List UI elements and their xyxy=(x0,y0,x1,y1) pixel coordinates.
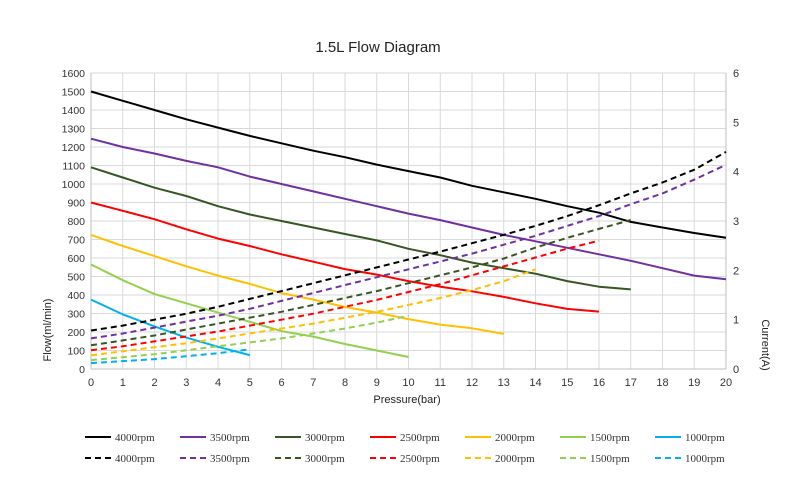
x-tick-label: 15 xyxy=(561,377,573,389)
y-left-tick-label: 500 xyxy=(67,272,85,284)
current-line-4000rpm xyxy=(90,151,727,332)
legend-label-current-2500rpm: 2500rpm xyxy=(400,453,440,465)
x-tick-label: 17 xyxy=(625,377,637,389)
y-left-tick-label: 400 xyxy=(67,290,85,302)
x-tick-label: 16 xyxy=(593,377,605,389)
y-right-tick-label: 2 xyxy=(733,265,739,277)
legend: 4000rpm 3500rpm 3000rpm 2500rpm 2000rpm 1500r… xyxy=(85,432,725,465)
y-right-tick-label: 5 xyxy=(733,117,739,129)
y-left-tick-label: 0 xyxy=(79,364,85,376)
flow-line-3500rpm xyxy=(90,137,727,281)
x-tick-label: 12 xyxy=(466,377,478,389)
axes: 0 1 2 3 4 5 6 7 8 9 10 11 12 13 14 15 16 17 18 19 2001002003… xyxy=(62,68,739,389)
flow-line-3000rpm xyxy=(90,166,631,291)
y-left-tick-label: 300 xyxy=(67,309,85,321)
y-left-tick-label: 200 xyxy=(67,327,85,339)
legend-label-flow-3000rpm: 3000rpm xyxy=(305,432,345,444)
legend-label-flow-2000rpm: 2000rpm xyxy=(495,432,535,444)
y-right-tick-label: 6 xyxy=(733,68,739,80)
legend-label-current-1500rpm: 1500rpm xyxy=(590,453,630,465)
x-tick-label: 20 xyxy=(720,377,732,389)
x-tick-label: 11 xyxy=(435,377,446,389)
legend-label-current-3500rpm: 3500rpm xyxy=(210,453,250,465)
legend-label-current-4000rpm: 4000rpm xyxy=(115,453,155,465)
chart-title: 1.5L Flow Diagram xyxy=(315,39,440,56)
x-axis-label: Pressure(bar) xyxy=(373,394,440,406)
flow-line-1500rpm xyxy=(90,263,409,358)
y-left-tick-label: 700 xyxy=(67,235,85,247)
x-tick-label: 0 xyxy=(88,377,94,389)
y-right-axis-label: Current(A) xyxy=(759,319,771,370)
y-left-tick-label: 1000 xyxy=(62,179,86,191)
x-tick-label: 10 xyxy=(402,377,414,389)
current-line-3000rpm xyxy=(90,219,632,347)
x-tick-label: 1 xyxy=(120,377,126,389)
current-line-2500rpm xyxy=(90,239,600,352)
x-tick-label: 2 xyxy=(151,377,157,389)
y-right-tick-label: 1 xyxy=(733,315,739,327)
x-tick-label: 14 xyxy=(529,377,541,389)
y-left-tick-label: 600 xyxy=(67,253,85,265)
x-tick-label: 18 xyxy=(656,377,668,389)
y-left-tick-label: 1400 xyxy=(62,105,86,117)
x-tick-label: 9 xyxy=(374,377,380,389)
current-line-1500rpm xyxy=(90,314,409,362)
legend-label-flow-1500rpm: 1500rpm xyxy=(590,432,630,444)
x-tick-label: 19 xyxy=(688,377,700,389)
y-left-tick-label: 1100 xyxy=(62,161,85,173)
y-left-tick-label: 1300 xyxy=(62,124,86,136)
legend-label-flow-3500rpm: 3500rpm xyxy=(210,432,250,444)
flow-line-2500rpm xyxy=(90,201,600,313)
y-left-tick-label: 1600 xyxy=(62,68,86,80)
legend-label-current-1000rpm: 1000rpm xyxy=(685,453,725,465)
y-left-tick-label: 900 xyxy=(67,198,85,210)
y-right-tick-label: 3 xyxy=(733,216,739,228)
legend-label-flow-2500rpm: 2500rpm xyxy=(400,432,440,444)
legend-label-current-3000rpm: 3000rpm xyxy=(305,453,345,465)
x-tick-label: 3 xyxy=(183,377,189,389)
y-left-tick-label: 1500 xyxy=(62,87,86,99)
legend-label-current-2000rpm: 2000rpm xyxy=(495,453,535,465)
y-right-tick-label: 4 xyxy=(733,167,739,179)
y-left-tick-label: 1200 xyxy=(62,142,86,154)
series-lines xyxy=(90,90,727,365)
x-tick-label: 8 xyxy=(342,377,348,389)
y-left-axis-label: Flow(ml/min) xyxy=(42,299,54,362)
current-line-3500rpm xyxy=(90,163,727,340)
y-left-tick-label: 100 xyxy=(67,346,85,358)
current-line-1000rpm xyxy=(90,348,250,365)
x-tick-label: 7 xyxy=(310,377,316,389)
y-right-tick-label: 0 xyxy=(733,364,739,376)
current-line-2000rpm xyxy=(90,268,536,357)
x-tick-label: 4 xyxy=(215,377,221,389)
legend-label-flow-1000rpm: 1000rpm xyxy=(685,432,725,444)
x-tick-label: 13 xyxy=(498,377,510,389)
legend-label-flow-4000rpm: 4000rpm xyxy=(115,432,155,444)
x-tick-label: 6 xyxy=(278,377,284,389)
flow-line-4000rpm xyxy=(90,90,727,239)
x-tick-label: 5 xyxy=(247,377,253,389)
y-left-tick-label: 800 xyxy=(67,216,85,228)
